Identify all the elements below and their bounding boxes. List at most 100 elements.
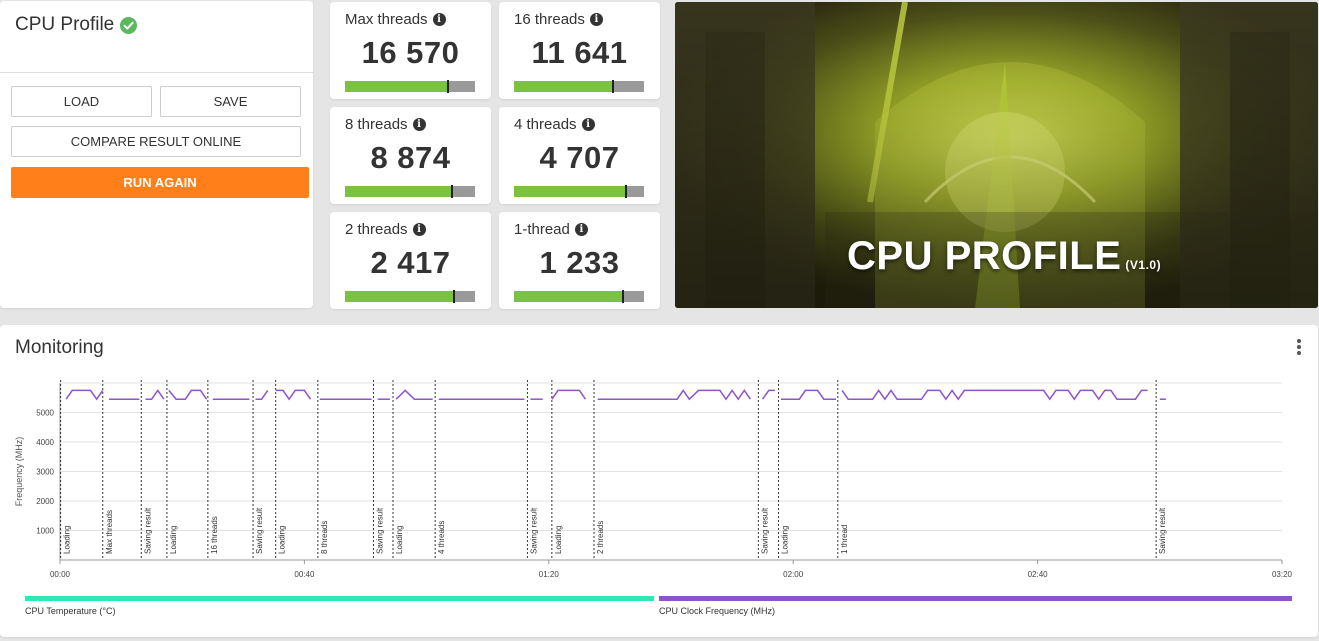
phase-label: Saving result: [143, 507, 152, 554]
frequency-series-line: [781, 389, 836, 400]
run-again-button[interactable]: RUN AGAIN: [11, 167, 309, 198]
info-icon[interactable]: i: [432, 13, 446, 26]
phase-label: Loading: [554, 526, 563, 554]
score-bar-fill: [345, 186, 452, 197]
score-bar-marker: [622, 290, 625, 303]
x-tick-label: 00:00: [50, 570, 71, 579]
load-button[interactable]: LOAD: [11, 86, 152, 117]
phase-label: Max threads: [105, 510, 114, 554]
page-title: CPU Profile: [15, 14, 115, 35]
score-bar: [345, 290, 475, 303]
info-icon[interactable]: i: [581, 118, 595, 131]
compare-result-online-button[interactable]: COMPARE RESULT ONLINE: [11, 126, 301, 157]
score-value: 11 641: [531, 35, 628, 70]
hero-version: (V1.0): [1125, 258, 1162, 272]
frequency-series-line: [395, 389, 433, 400]
x-tick-label: 03:20: [1272, 570, 1293, 579]
score-value: 1 233: [539, 245, 620, 280]
score-bar: [345, 80, 475, 93]
phase-label: 8 threads: [320, 521, 329, 554]
phase-label: Loading: [169, 526, 178, 554]
y-tick-label: 1000: [36, 527, 54, 536]
score-bar: [514, 80, 644, 93]
score-bar-fill: [514, 291, 624, 302]
check-circle-icon: [120, 17, 138, 34]
phase-label: 16 threads: [210, 516, 219, 554]
x-tick-label: 01:20: [539, 570, 560, 579]
score-value: 4 707: [539, 140, 620, 175]
frequency-series-line: [145, 389, 165, 400]
score-label: 4 threads: [514, 116, 577, 133]
frequency-series-line: [255, 389, 269, 400]
info-icon[interactable]: i: [412, 118, 426, 131]
y-tick-label: 3000: [36, 468, 54, 477]
score-bar-fill: [514, 186, 626, 197]
profile-header: CPU Profile: [0, 1, 313, 73]
score-label: 1-thread: [514, 221, 570, 238]
x-tick-label: 02:40: [1028, 570, 1049, 579]
score-label: 16 threads: [514, 11, 585, 28]
monitoring-panel: 1000 2000 3000 4000 5000 Frequency (MHz) 00:00…: [0, 325, 1318, 637]
y-tick-label: 4000: [36, 438, 54, 447]
score-label: 2 threads: [345, 221, 408, 238]
info-icon[interactable]: i: [589, 13, 603, 26]
phase-label: Loading: [395, 526, 404, 554]
score-card-2-threads: 2 threads i 2 417: [330, 212, 491, 309]
hero-title: CPU PROFILE (V1.0): [847, 234, 1161, 279]
legend-label-temperature[interactable]: CPU Temperature (°C): [25, 606, 116, 616]
score-value: 2 417: [370, 245, 451, 280]
y-tick-label: 2000: [36, 497, 54, 506]
score-card-4-threads: 4 threads i 4 707: [499, 107, 660, 204]
x-tick-label: 02:00: [783, 570, 804, 579]
frequency-series-line: [761, 389, 775, 400]
frequency-chart: 1000 2000 3000 4000 5000 Frequency (MHz) 00:00…: [14, 380, 1293, 579]
phase-label: Saving result: [1158, 507, 1167, 554]
info-icon[interactable]: i: [574, 223, 588, 236]
score-bar: [514, 185, 644, 198]
hero-title-text: CPU PROFILE: [847, 234, 1122, 278]
profile-panel: CPU Profile LOAD SAVE COMPARE RESULT ONL…: [0, 1, 313, 308]
score-card-1-thread: 1-thread i 1 233: [499, 212, 660, 309]
more-options-icon[interactable]: [1296, 339, 1302, 355]
legend-label-clock-frequency[interactable]: CPU Clock Frequency (MHz): [659, 606, 776, 616]
info-icon[interactable]: i: [412, 223, 426, 236]
frequency-series-line: [168, 389, 208, 400]
phase-label: 1 thread: [840, 525, 849, 554]
legend-swatch-clock-frequency[interactable]: [659, 596, 1292, 601]
score-bar-fill: [345, 81, 448, 92]
score-bar: [345, 185, 475, 198]
phase-label: Saving result: [255, 507, 264, 554]
score-bar-fill: [345, 291, 455, 302]
score-label: 8 threads: [345, 116, 408, 133]
frequency-series-line: [841, 389, 1148, 401]
phase-label: Saving result: [529, 507, 538, 554]
phase-label: Loading: [781, 526, 790, 554]
frequency-series-line: [275, 389, 312, 401]
hero-artwork: [675, 2, 1318, 308]
score-bar-marker: [611, 80, 614, 93]
legend-swatch-temperature[interactable]: [25, 596, 654, 601]
frequency-series-line: [597, 389, 752, 401]
score-card-max-threads: Max threads i 16 570: [330, 2, 491, 99]
phase-label: Saving result: [760, 507, 769, 554]
score-bar-marker: [450, 185, 453, 198]
monitoring-title: Monitoring: [15, 337, 104, 358]
score-label: Max threads: [345, 11, 428, 28]
score-bar-marker: [624, 185, 627, 198]
score-card-8-threads: 8 threads i 8 874: [330, 107, 491, 204]
phase-label: 2 threads: [596, 521, 605, 554]
phase-label: Loading: [278, 526, 287, 554]
phase-label: Saving result: [375, 507, 384, 554]
x-tick-label: 00:40: [294, 570, 315, 579]
benchmark-hero-image: CPU PROFILE (V1.0): [675, 2, 1318, 308]
frequency-series-line: [551, 389, 587, 400]
y-axis-title: Frequency (MHz): [14, 437, 24, 507]
score-bar-marker: [446, 80, 449, 93]
score-bar-fill: [514, 81, 613, 92]
y-tick-label: 5000: [36, 409, 54, 418]
score-value: 16 570: [361, 35, 460, 70]
score-bar-marker: [453, 290, 456, 303]
save-button[interactable]: SAVE: [160, 86, 301, 117]
score-card-16-threads: 16 threads i 11 641: [499, 2, 660, 99]
frequency-series-line: [65, 389, 104, 401]
